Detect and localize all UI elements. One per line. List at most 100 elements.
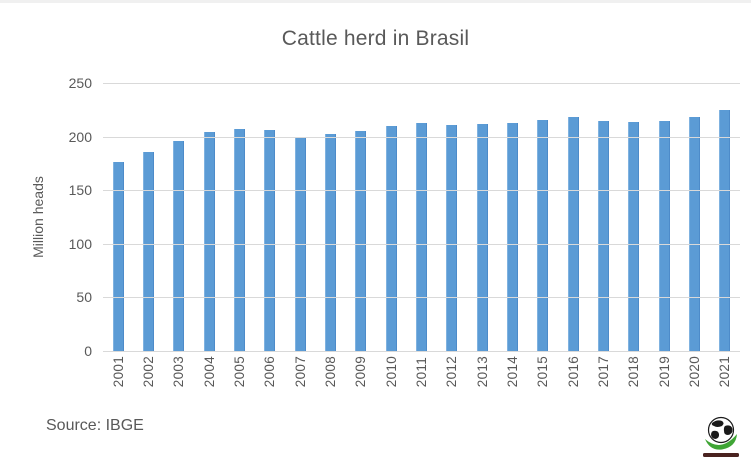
x-tick-label-2009: 2009 bbox=[353, 356, 369, 388]
x-label-cell: 2009 bbox=[346, 356, 376, 387]
bar-cell-2021 bbox=[710, 83, 740, 351]
globe-icon bbox=[703, 416, 739, 457]
bar-cell-2002 bbox=[133, 83, 163, 351]
globe-logo bbox=[700, 414, 742, 458]
bar-2020 bbox=[688, 117, 700, 351]
bar-cell-2017 bbox=[588, 83, 618, 351]
bar-cell-2012 bbox=[437, 83, 467, 351]
x-tick-label-2018: 2018 bbox=[626, 356, 642, 388]
x-label-cell: 2014 bbox=[497, 356, 527, 387]
y-tick-label: 150 bbox=[68, 182, 92, 199]
x-tick-label-2011: 2011 bbox=[413, 357, 429, 388]
bar-2012 bbox=[446, 124, 458, 351]
bar-cell-2010 bbox=[376, 83, 406, 351]
bar-cell-2013 bbox=[467, 83, 497, 351]
gridline-y-250 bbox=[103, 83, 740, 84]
y-axis-title: Million heads bbox=[30, 176, 46, 258]
x-label-cell: 2021 bbox=[710, 356, 740, 387]
bar-2015 bbox=[537, 120, 549, 351]
x-tick-label-2017: 2017 bbox=[595, 356, 611, 388]
bar-2017 bbox=[597, 120, 609, 351]
x-tick-label-2005: 2005 bbox=[231, 356, 247, 388]
bar-2009 bbox=[355, 130, 367, 351]
x-tick-label-2020: 2020 bbox=[686, 356, 702, 388]
x-label-cell: 2004 bbox=[194, 356, 224, 387]
gridline-y-0 bbox=[103, 351, 740, 352]
bar-cell-2004 bbox=[194, 83, 224, 351]
bar-2013 bbox=[476, 123, 488, 351]
x-tick-label-2021: 2021 bbox=[717, 356, 733, 388]
x-tick-label-2006: 2006 bbox=[262, 356, 278, 388]
bar-2008 bbox=[324, 134, 336, 351]
plot-area bbox=[103, 83, 740, 352]
x-label-cell: 2008 bbox=[315, 356, 345, 387]
bar-2006 bbox=[264, 130, 276, 351]
bar-cell-2018 bbox=[619, 83, 649, 351]
x-tick-label-2015: 2015 bbox=[535, 356, 551, 388]
bar-cell-2001 bbox=[103, 83, 133, 351]
bar-cell-2011 bbox=[406, 83, 436, 351]
gridline-y-50 bbox=[103, 297, 740, 299]
bar-2004 bbox=[203, 131, 215, 351]
x-tick-label-2016: 2016 bbox=[565, 356, 581, 388]
x-label-cell: 2001 bbox=[103, 356, 133, 387]
bar-series bbox=[103, 83, 740, 351]
x-label-cell: 2020 bbox=[679, 356, 709, 387]
x-tick-label-2013: 2013 bbox=[474, 356, 490, 388]
bar-cell-2006 bbox=[255, 83, 285, 351]
x-label-cell: 2002 bbox=[133, 356, 163, 387]
bar-2010 bbox=[385, 126, 397, 351]
source-note: Source: IBGE bbox=[46, 417, 144, 434]
x-tick-label-2008: 2008 bbox=[322, 356, 338, 388]
x-label-cell: 2010 bbox=[376, 356, 406, 387]
bar-cell-2005 bbox=[224, 83, 254, 351]
bar-cell-2003 bbox=[164, 83, 194, 351]
x-tick-label-2010: 2010 bbox=[383, 356, 399, 388]
bar-2016 bbox=[567, 117, 579, 351]
x-tick-label-2004: 2004 bbox=[201, 356, 217, 388]
bar-cell-2019 bbox=[649, 83, 679, 351]
bar-cell-2014 bbox=[497, 83, 527, 351]
bar-2003 bbox=[173, 141, 185, 351]
bar-2005 bbox=[233, 128, 245, 351]
x-tick-label-2002: 2002 bbox=[140, 356, 156, 388]
x-label-cell: 2003 bbox=[164, 356, 194, 387]
x-label-cell: 2019 bbox=[649, 356, 679, 387]
gridline-y-100 bbox=[103, 243, 740, 245]
y-tick-label: 250 bbox=[68, 75, 92, 91]
x-label-cell: 2015 bbox=[528, 356, 558, 387]
x-tick-label-2012: 2012 bbox=[444, 356, 460, 388]
x-label-cell: 2016 bbox=[558, 356, 588, 387]
x-tick-label-2007: 2007 bbox=[292, 356, 308, 388]
x-label-cell: 2005 bbox=[224, 356, 254, 387]
x-label-cell: 2013 bbox=[467, 356, 497, 387]
bar-2018 bbox=[628, 122, 640, 351]
chart-title: Cattle herd in Brasil bbox=[281, 27, 470, 50]
x-tick-label-2019: 2019 bbox=[656, 356, 672, 388]
y-tick-label: 200 bbox=[68, 128, 92, 145]
gridline-y-150 bbox=[103, 190, 740, 192]
bar-cell-2020 bbox=[679, 83, 709, 351]
x-tick-label-2003: 2003 bbox=[171, 356, 187, 388]
y-tick-label: 0 bbox=[84, 343, 92, 359]
x-label-cell: 2017 bbox=[588, 356, 618, 387]
bar-cell-2009 bbox=[346, 83, 376, 351]
x-tick-label-2014: 2014 bbox=[504, 356, 520, 388]
y-tick-label: 100 bbox=[68, 235, 92, 252]
bar-2014 bbox=[506, 123, 518, 351]
x-label-cell: 2018 bbox=[619, 356, 649, 387]
y-tick-label: 50 bbox=[76, 289, 92, 306]
x-label-cell: 2011 bbox=[406, 356, 436, 387]
bar-cell-2016 bbox=[558, 83, 588, 351]
bar-2011 bbox=[415, 122, 427, 351]
bar-2021 bbox=[719, 110, 731, 351]
x-tick-label-2001: 2001 bbox=[110, 356, 126, 388]
bar-2002 bbox=[142, 152, 154, 351]
bar-cell-2007 bbox=[285, 83, 315, 351]
x-axis-labels: 2001 2002 2003 2004 2005 2006 2007 2008 2009 2010… bbox=[103, 356, 740, 387]
bar-cell-2015 bbox=[528, 83, 558, 351]
bar-2001 bbox=[112, 161, 124, 351]
x-label-cell: 2006 bbox=[255, 356, 285, 387]
bar-2019 bbox=[658, 120, 670, 351]
